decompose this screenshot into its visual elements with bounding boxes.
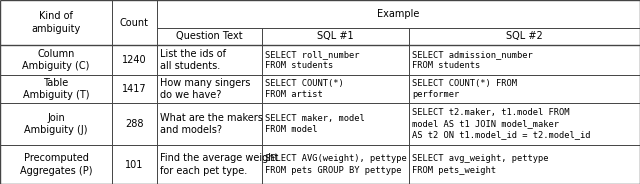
Text: 1417: 1417 (122, 84, 147, 94)
Text: SELECT t2.maker, t1.model FROM
model AS t1 JOIN model_maker
AS t2 ON t1.model_id: SELECT t2.maker, t1.model FROM model AS … (412, 108, 591, 140)
Text: 101: 101 (125, 160, 144, 169)
Text: SELECT avg_weight, pettype
FROM pets_weight: SELECT avg_weight, pettype FROM pets_wei… (412, 154, 548, 175)
Text: SELECT AVG(weight), pettype
FROM pets GROUP BY pettype: SELECT AVG(weight), pettype FROM pets GR… (265, 154, 407, 175)
Text: Example: Example (378, 9, 420, 19)
Text: SELECT roll_number
FROM students: SELECT roll_number FROM students (265, 50, 360, 70)
Text: Question Text: Question Text (176, 31, 243, 42)
Text: Precomputed
Aggregates (P): Precomputed Aggregates (P) (20, 153, 92, 176)
Text: SELECT maker, model
FROM model: SELECT maker, model FROM model (265, 114, 365, 134)
Text: What are the makers
and models?: What are the makers and models? (160, 113, 263, 135)
Text: Count: Count (120, 17, 149, 27)
Text: SQL #2: SQL #2 (506, 31, 543, 42)
Text: Find the average weight
for each pet type.: Find the average weight for each pet typ… (160, 153, 278, 176)
Text: SELECT COUNT(*)
FROM artist: SELECT COUNT(*) FROM artist (265, 79, 344, 99)
Text: SELECT admission_number
FROM students: SELECT admission_number FROM students (412, 50, 532, 70)
Text: 288: 288 (125, 119, 144, 129)
Text: SELECT COUNT(*) FROM
performer: SELECT COUNT(*) FROM performer (412, 79, 517, 99)
Text: List the ids of
all students.: List the ids of all students. (160, 49, 226, 71)
Text: Column
Ambiguity (C): Column Ambiguity (C) (22, 49, 90, 71)
Text: 1240: 1240 (122, 55, 147, 65)
Text: How many singers
do we have?: How many singers do we have? (160, 78, 250, 100)
Text: Kind of
ambiguity: Kind of ambiguity (31, 11, 81, 34)
Text: Join
Ambiguity (J): Join Ambiguity (J) (24, 113, 88, 135)
Text: Table
Ambiguity (T): Table Ambiguity (T) (23, 78, 89, 100)
Text: SQL #1: SQL #1 (317, 31, 354, 42)
